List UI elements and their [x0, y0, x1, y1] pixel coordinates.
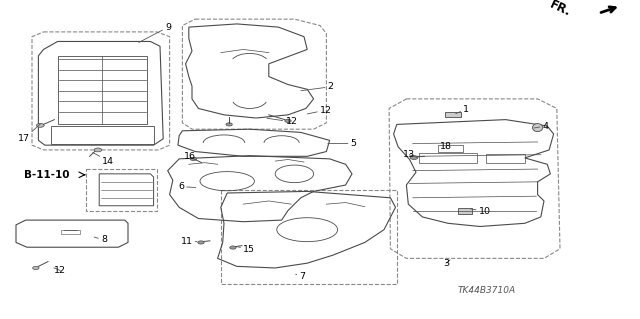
Circle shape — [190, 157, 196, 160]
Circle shape — [410, 156, 418, 160]
Text: 7: 7 — [296, 272, 305, 281]
Text: 9: 9 — [139, 23, 171, 42]
Text: 6: 6 — [178, 182, 196, 191]
Bar — [61, 230, 80, 234]
Text: B-11-10: B-11-10 — [24, 170, 69, 180]
Text: 5: 5 — [328, 139, 356, 148]
Circle shape — [36, 123, 44, 127]
Bar — [458, 208, 472, 214]
Text: 8: 8 — [94, 235, 107, 244]
Text: 14: 14 — [93, 152, 115, 166]
Circle shape — [198, 241, 204, 244]
Text: 12: 12 — [54, 266, 67, 275]
Circle shape — [226, 123, 232, 126]
Text: 12: 12 — [307, 106, 332, 115]
Text: 18: 18 — [440, 142, 452, 151]
Text: 12: 12 — [267, 117, 298, 126]
Bar — [438, 145, 463, 152]
Text: 3: 3 — [443, 259, 450, 268]
Bar — [486, 154, 525, 163]
Text: 10: 10 — [470, 207, 491, 216]
Text: 13: 13 — [403, 150, 415, 159]
Text: 1: 1 — [456, 105, 469, 114]
Bar — [419, 153, 477, 163]
Text: FR.: FR. — [547, 0, 573, 19]
Text: 4: 4 — [534, 122, 548, 130]
Text: 2: 2 — [301, 82, 333, 91]
Text: 17: 17 — [18, 124, 40, 143]
Circle shape — [230, 246, 236, 249]
Circle shape — [285, 119, 291, 122]
Text: 11: 11 — [180, 237, 197, 246]
Circle shape — [33, 266, 39, 270]
Bar — [445, 112, 461, 117]
Circle shape — [94, 148, 102, 152]
Text: 15: 15 — [237, 245, 255, 254]
Text: TK44B3710A: TK44B3710A — [458, 286, 515, 295]
Text: 16: 16 — [184, 152, 196, 161]
Ellipse shape — [532, 123, 543, 132]
